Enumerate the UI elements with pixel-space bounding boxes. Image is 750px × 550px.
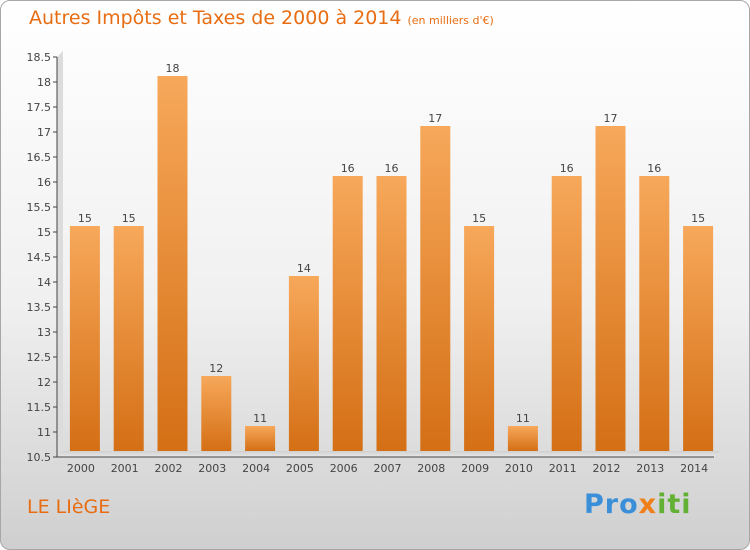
chart-unit: (en milliers d'€) [407,14,494,27]
chart-title-text: Autres Impôts et Taxes de 2000 à 2014 [29,7,402,29]
x-tick-label: 2010 [505,462,533,475]
bar-value-label: 17 [428,112,442,125]
chart-title: Autres Impôts et Taxes de 2000 à 2014 (en… [29,7,494,29]
bar-value-label: 18 [166,62,180,75]
bar-value-label: 11 [253,412,267,425]
bar-2011 [551,176,582,451]
x-tick-label: 2004 [242,462,270,475]
x-tick-label: 2012 [593,462,621,475]
chart-wall [57,51,63,457]
x-tick-label: 2005 [286,462,314,475]
bar-value-label: 15 [472,212,486,225]
y-tick-label: 17 [37,126,51,139]
bar-value-label: 15 [691,212,705,225]
y-tick-label: 13.5 [27,301,52,314]
bar-2004 [245,426,276,451]
bar-2000 [69,226,100,451]
y-tick-label: 14 [37,276,51,289]
bar-2007 [376,176,407,451]
bar-value-label: 16 [385,162,399,175]
bar-2005 [288,276,319,451]
bar-2003 [201,376,232,451]
bar-2006 [332,176,363,451]
x-tick-label: 2014 [680,462,708,475]
x-tick-label: 2000 [67,462,95,475]
bar-value-label: 15 [122,212,136,225]
x-tick-label: 2011 [549,462,577,475]
bar-2008 [420,126,451,451]
bar-value-label: 16 [647,162,661,175]
bar-2012 [595,126,626,451]
bar-value-label: 11 [516,412,530,425]
x-tick-label: 2001 [111,462,139,475]
bar-2013 [639,176,670,451]
y-tick-label: 13 [37,326,51,339]
bar-value-label: 14 [297,262,311,275]
logo-part-3: iti [657,489,692,520]
y-tick-label: 10.5 [27,451,52,464]
y-tick-label: 11.5 [27,401,52,414]
bar-value-label: 12 [209,362,223,375]
y-tick-label: 15 [37,226,51,239]
bar-value-label: 17 [604,112,618,125]
x-tick-label: 2002 [155,462,183,475]
bar-2002 [157,76,188,451]
x-tick-label: 2006 [330,462,358,475]
y-tick-label: 16.5 [27,151,52,164]
logo-part-2: x [638,489,658,520]
x-tick-label: 2003 [198,462,226,475]
y-tick-label: 11 [37,426,51,439]
bar-value-label: 16 [341,162,355,175]
y-tick-label: 17.5 [27,101,52,114]
x-tick-label: 2007 [374,462,402,475]
proxiti-logo: Proxiti [584,489,692,520]
bar-2009 [464,226,495,451]
x-tick-label: 2013 [636,462,664,475]
bar-2010 [507,426,538,451]
logo-part-1: Pro [584,489,639,520]
bar-2014 [683,226,714,451]
bar-value-label: 16 [560,162,574,175]
y-tick-label: 12.5 [27,351,52,364]
chart-floor [57,451,720,457]
y-tick-label: 16 [37,176,51,189]
y-tick-label: 14.5 [27,251,52,264]
y-tick-label: 15.5 [27,201,52,214]
bar-value-label: 15 [78,212,92,225]
x-tick-label: 2009 [461,462,489,475]
x-tick-label: 2008 [417,462,445,475]
y-tick-label: 18.5 [27,51,52,64]
commune-name: LE LIèGE [27,496,111,518]
y-tick-label: 12 [37,376,51,389]
bar-2001 [113,226,144,451]
y-tick-label: 18 [37,76,51,89]
